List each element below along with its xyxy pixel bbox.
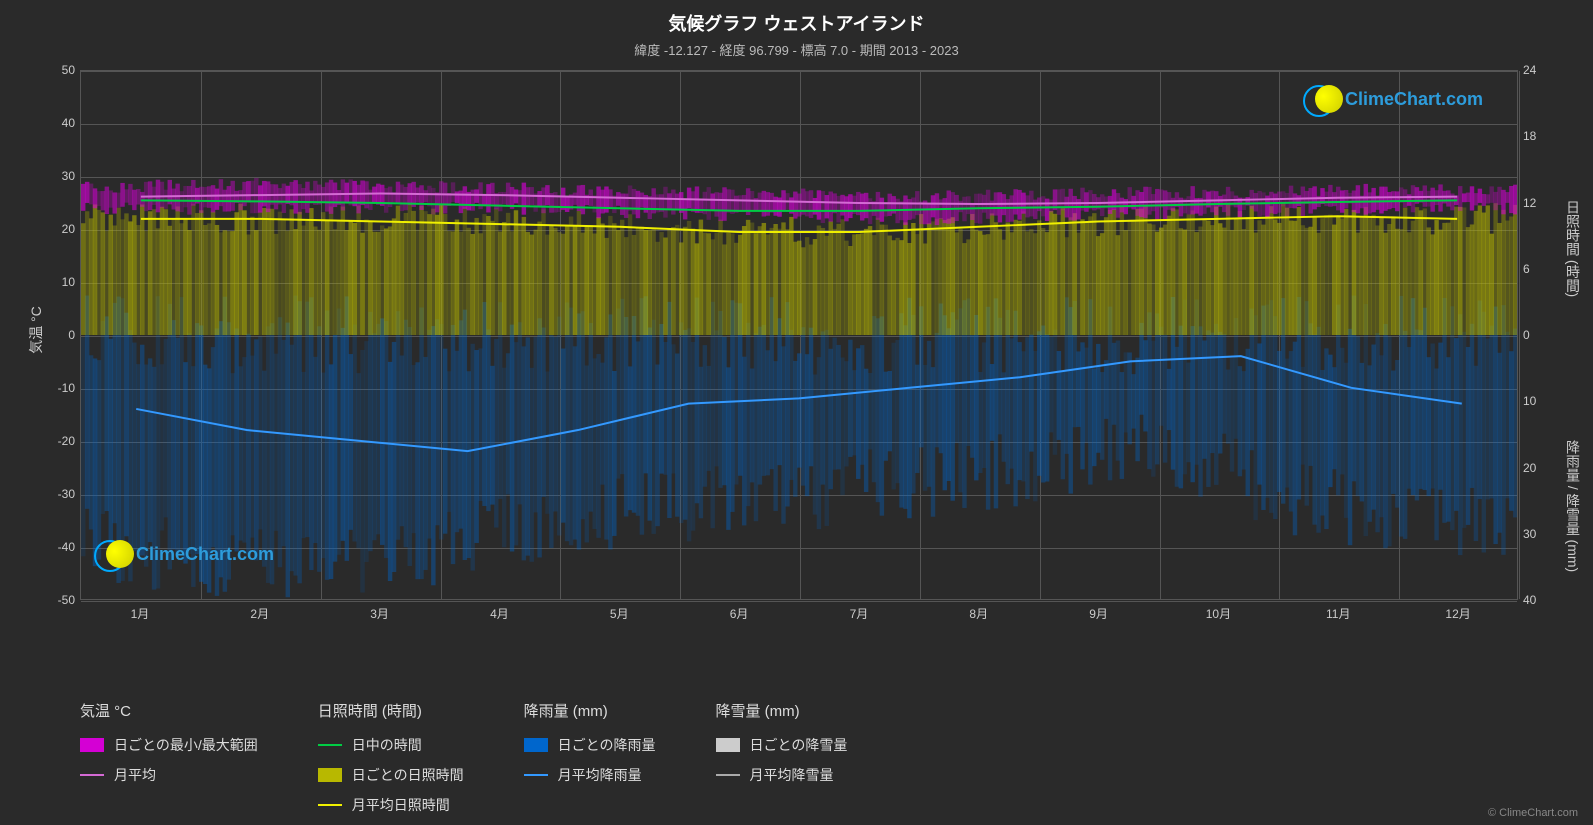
climechart-logo-icon xyxy=(1309,85,1337,113)
logo-text-bottom: ClimeChart.com xyxy=(136,544,274,565)
legend-item: 月平均日照時間 xyxy=(318,795,464,815)
y-left-tick: 0 xyxy=(35,328,75,342)
legend-label: 日ごとの日照時間 xyxy=(352,765,464,785)
legend-header: 降雪量 (mm) xyxy=(716,700,848,721)
climechart-logo-icon xyxy=(100,540,128,568)
legend-group: 降雨量 (mm) 日ごとの降雨量月平均降雨量 xyxy=(524,700,656,815)
y-axis-right-top-title: 日照時間 (時間) xyxy=(1563,200,1583,297)
x-month-label: 5月 xyxy=(610,605,629,622)
legend-item: 日ごとの最小/最大範囲 xyxy=(80,735,258,755)
legend-label: 月平均 xyxy=(114,765,156,785)
x-month-label: 6月 xyxy=(730,605,749,622)
legend-line-icon xyxy=(80,774,104,776)
legend-header: 日照時間 (時間) xyxy=(318,700,464,721)
legend-group: 気温 °C 日ごとの最小/最大範囲月平均 xyxy=(80,700,258,815)
legend-swatch-icon xyxy=(80,738,104,752)
legend-item: 月平均降雨量 xyxy=(524,765,656,785)
logo-text-top: ClimeChart.com xyxy=(1345,89,1483,110)
legend-label: 月平均降雪量 xyxy=(750,765,834,785)
legend-swatch-icon xyxy=(318,768,342,782)
y-right-bottom-tick: 10 xyxy=(1523,394,1563,408)
chart-title: 気候グラフ ウェストアイランド xyxy=(0,0,1593,36)
legend: 気温 °C 日ごとの最小/最大範囲月平均 日照時間 (時間) 日中の時間日ごとの日照時… xyxy=(80,700,1513,815)
legend-swatch-icon xyxy=(524,738,548,752)
x-month-label: 10月 xyxy=(1206,605,1231,622)
x-month-label: 9月 xyxy=(1089,605,1108,622)
logo-top: ClimeChart.com xyxy=(1309,85,1483,113)
y-left-tick: 40 xyxy=(35,116,75,130)
legend-line-icon xyxy=(524,774,548,776)
legend-item: 日ごとの降雪量 xyxy=(716,735,848,755)
legend-item: 日中の時間 xyxy=(318,735,464,755)
y-right-bottom-tick: 20 xyxy=(1523,461,1563,475)
legend-item: 日ごとの日照時間 xyxy=(318,765,464,785)
x-month-label: 11月 xyxy=(1326,605,1350,622)
legend-item: 月平均降雪量 xyxy=(716,765,848,785)
legend-label: 月平均降雨量 xyxy=(558,765,642,785)
chart-container: 気候グラフ ウェストアイランド 緯度 -12.127 - 経度 96.799 -… xyxy=(0,0,1593,825)
legend-item: 日ごとの降雨量 xyxy=(524,735,656,755)
y-right-bottom-tick: 30 xyxy=(1523,527,1563,541)
copyright: © ClimeChart.com xyxy=(1488,807,1578,819)
legend-line-icon xyxy=(318,744,342,746)
legend-item: 月平均 xyxy=(80,765,258,785)
y-left-tick: -30 xyxy=(35,487,75,501)
legend-group: 日照時間 (時間) 日中の時間日ごとの日照時間月平均日照時間 xyxy=(318,700,464,815)
legend-label: 日ごとの最小/最大範囲 xyxy=(114,735,258,755)
x-month-label: 4月 xyxy=(490,605,509,622)
plot-area xyxy=(80,70,1518,600)
y-left-tick: -10 xyxy=(35,381,75,395)
legend-label: 日中の時間 xyxy=(352,735,422,755)
y-left-tick: 20 xyxy=(35,222,75,236)
y-axis-right-bottom-title: 降雨量 / 降雪量 (mm) xyxy=(1563,440,1583,572)
y-right-bottom-tick: 40 xyxy=(1523,593,1563,607)
x-month-label: 2月 xyxy=(250,605,269,622)
y-right-top-tick: 12 xyxy=(1523,196,1563,210)
x-month-label: 7月 xyxy=(850,605,869,622)
x-month-label: 8月 xyxy=(969,605,988,622)
y-left-tick: 50 xyxy=(35,63,75,77)
y-left-tick: 10 xyxy=(35,275,75,289)
logo-bottom: ClimeChart.com xyxy=(100,540,274,568)
legend-line-icon xyxy=(716,774,740,776)
legend-label: 日ごとの降雨量 xyxy=(558,735,656,755)
y-left-tick: 30 xyxy=(35,169,75,183)
legend-group: 降雪量 (mm) 日ごとの降雪量月平均降雪量 xyxy=(716,700,848,815)
x-month-label: 12月 xyxy=(1445,605,1470,622)
legend-swatch-icon xyxy=(716,738,740,752)
y-right-top-tick: 6 xyxy=(1523,262,1563,276)
y-left-tick: -40 xyxy=(35,540,75,554)
legend-header: 降雨量 (mm) xyxy=(524,700,656,721)
y-left-tick: -20 xyxy=(35,434,75,448)
x-month-label: 1月 xyxy=(131,605,150,622)
y-right-top-tick: 24 xyxy=(1523,63,1563,77)
legend-label: 月平均日照時間 xyxy=(352,795,450,815)
x-month-label: 3月 xyxy=(370,605,389,622)
legend-label: 日ごとの降雪量 xyxy=(750,735,848,755)
y-right-top-tick: 18 xyxy=(1523,129,1563,143)
y-left-tick: -50 xyxy=(35,593,75,607)
chart-subtitle: 緯度 -12.127 - 経度 96.799 - 標高 7.0 - 期間 201… xyxy=(0,36,1593,59)
legend-header: 気温 °C xyxy=(80,700,258,721)
y-right-top-tick: 0 xyxy=(1523,328,1563,342)
legend-line-icon xyxy=(318,804,342,806)
